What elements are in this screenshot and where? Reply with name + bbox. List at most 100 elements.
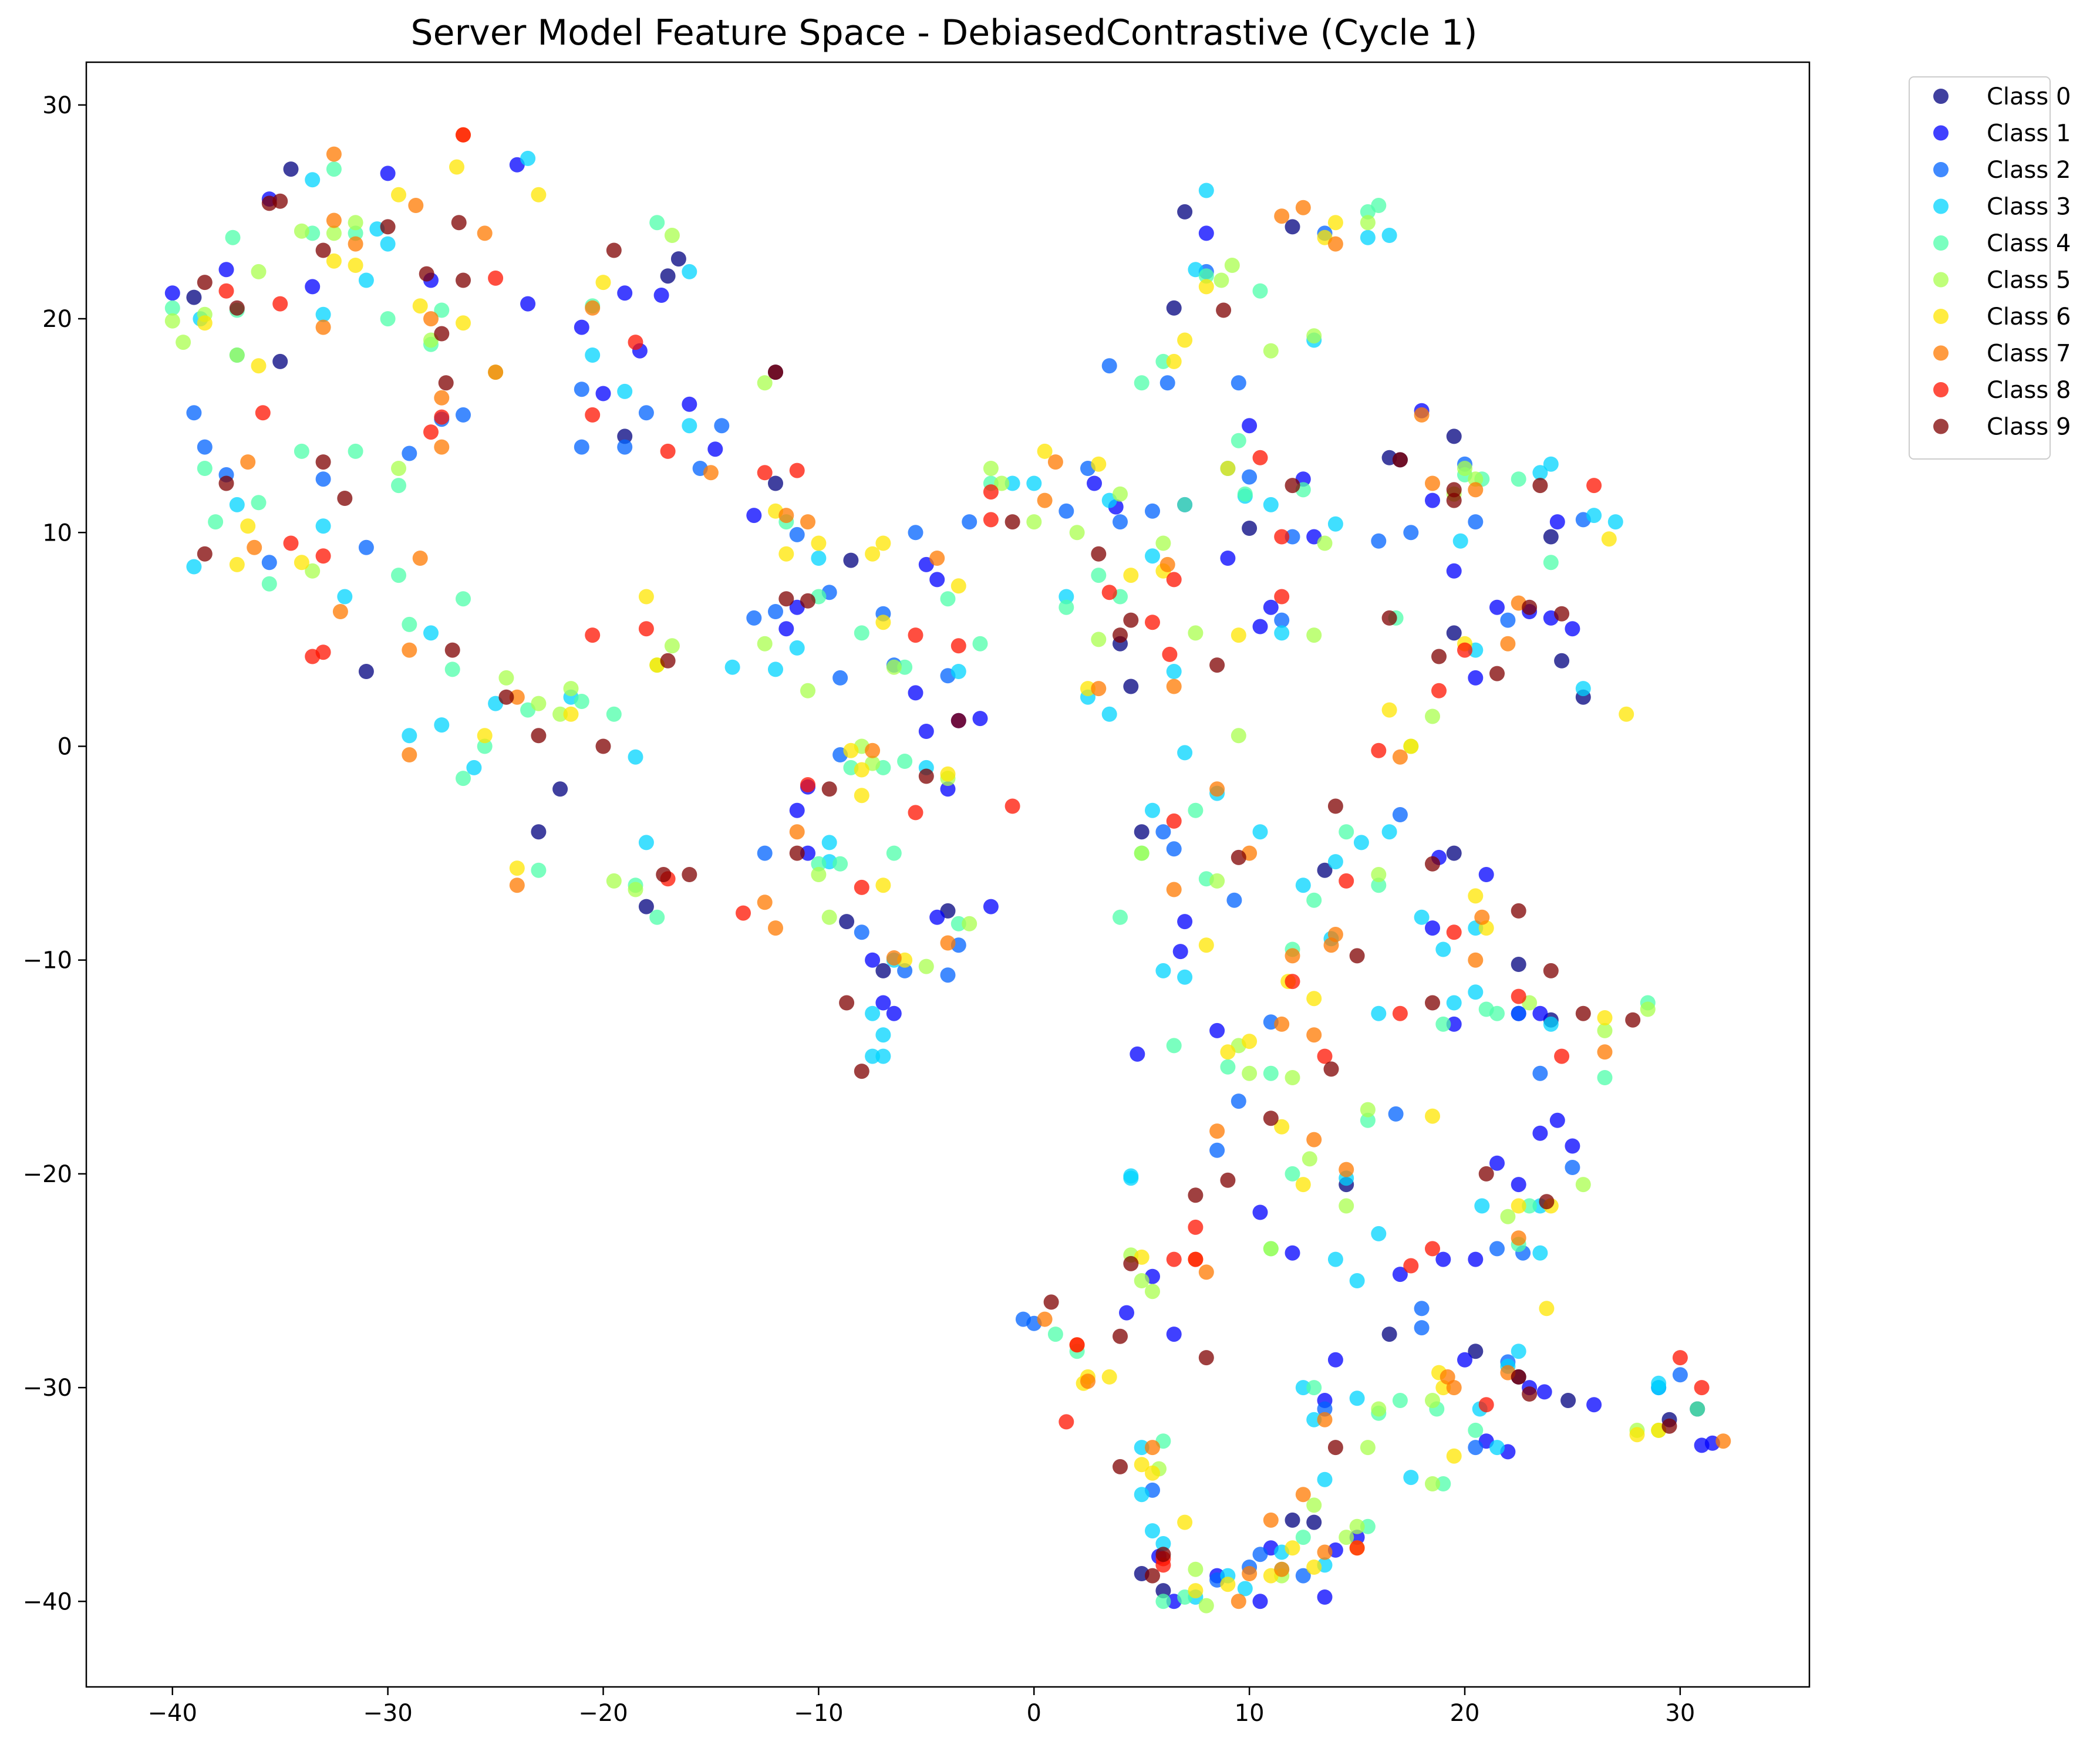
data-point xyxy=(1339,824,1354,840)
data-point xyxy=(1134,375,1150,391)
data-point xyxy=(434,302,450,318)
data-point xyxy=(1425,475,1440,491)
data-point xyxy=(1392,1005,1408,1021)
data-point xyxy=(854,1064,869,1079)
data-point xyxy=(1661,1418,1677,1434)
data-point xyxy=(1295,200,1311,215)
data-point xyxy=(606,242,622,258)
data-point xyxy=(1134,1487,1150,1503)
data-point xyxy=(1446,845,1462,861)
data-point xyxy=(1047,454,1063,470)
data-point xyxy=(638,621,654,637)
data-point xyxy=(1231,375,1246,391)
data-point xyxy=(1414,1301,1430,1317)
data-point xyxy=(1159,375,1175,391)
data-point xyxy=(1145,1440,1160,1456)
data-point xyxy=(1252,619,1268,634)
data-point xyxy=(854,762,869,778)
data-point xyxy=(585,347,601,363)
data-point xyxy=(1285,219,1300,235)
data-point xyxy=(1252,824,1268,840)
data-point xyxy=(1532,1125,1548,1141)
data-point xyxy=(1295,1568,1311,1584)
data-point xyxy=(1134,1273,1150,1288)
data-point xyxy=(1536,1384,1552,1400)
legend-label: Class 8 xyxy=(1987,377,2071,404)
data-point xyxy=(1198,937,1214,953)
data-point xyxy=(1601,531,1617,547)
data-point xyxy=(1597,1070,1613,1085)
data-point xyxy=(800,845,815,861)
data-point xyxy=(434,326,450,342)
data-point xyxy=(875,963,891,978)
data-point xyxy=(1575,681,1591,697)
data-point xyxy=(1037,1311,1053,1327)
data-point xyxy=(724,659,740,675)
data-point xyxy=(1392,1267,1408,1282)
data-point xyxy=(229,556,245,572)
series-class-2 xyxy=(186,225,1688,1588)
data-point xyxy=(434,390,450,406)
data-point xyxy=(1327,1352,1343,1368)
data-point xyxy=(563,706,579,722)
x-tick-label: −40 xyxy=(148,1700,197,1727)
data-point xyxy=(391,478,406,494)
data-point xyxy=(656,867,672,882)
data-point xyxy=(1005,798,1020,814)
data-point xyxy=(1392,749,1408,765)
data-point xyxy=(811,867,827,882)
data-point xyxy=(854,788,869,804)
data-point xyxy=(1166,1327,1182,1342)
data-point xyxy=(456,127,471,143)
data-point xyxy=(1214,272,1229,288)
data-point xyxy=(1145,503,1160,519)
data-point xyxy=(164,285,180,301)
data-point xyxy=(477,738,493,754)
data-point xyxy=(1242,418,1258,434)
data-point xyxy=(1155,1536,1171,1551)
data-point xyxy=(703,465,719,481)
data-point xyxy=(1091,568,1107,583)
data-point xyxy=(1306,1497,1322,1513)
data-point xyxy=(1263,1065,1279,1081)
data-point xyxy=(348,215,363,231)
data-point xyxy=(337,491,353,506)
data-point xyxy=(402,642,417,658)
data-point xyxy=(305,563,321,579)
data-point xyxy=(1274,625,1290,641)
data-point xyxy=(1554,653,1570,669)
data-point xyxy=(247,539,262,555)
data-point xyxy=(1392,807,1408,822)
data-point xyxy=(1252,283,1268,299)
data-point xyxy=(1468,482,1484,498)
data-point xyxy=(1306,1514,1322,1530)
data-point xyxy=(1431,649,1447,664)
data-point xyxy=(1511,1230,1526,1246)
data-point xyxy=(1306,991,1322,1007)
data-point xyxy=(768,364,783,380)
data-point xyxy=(1220,1577,1236,1592)
data-point xyxy=(1145,1284,1160,1300)
data-point xyxy=(1285,478,1300,494)
data-point xyxy=(498,670,514,686)
data-point xyxy=(1565,1138,1580,1154)
data-point xyxy=(875,1048,891,1064)
data-point xyxy=(660,268,676,284)
data-point xyxy=(1381,824,1397,840)
data-point xyxy=(1306,1560,1322,1575)
legend-label: Class 9 xyxy=(1987,414,2071,441)
data-point xyxy=(1113,486,1128,502)
data-point xyxy=(408,198,424,213)
data-point xyxy=(1274,589,1290,605)
data-point xyxy=(1392,1393,1408,1408)
data-point xyxy=(1113,1328,1128,1344)
data-point xyxy=(520,150,536,166)
data-point xyxy=(164,300,180,316)
data-point xyxy=(1629,1427,1645,1443)
data-point xyxy=(444,642,460,658)
data-point xyxy=(337,589,353,605)
data-point xyxy=(832,856,848,872)
data-point xyxy=(757,465,773,481)
data-point xyxy=(757,375,773,391)
data-point xyxy=(531,728,547,744)
